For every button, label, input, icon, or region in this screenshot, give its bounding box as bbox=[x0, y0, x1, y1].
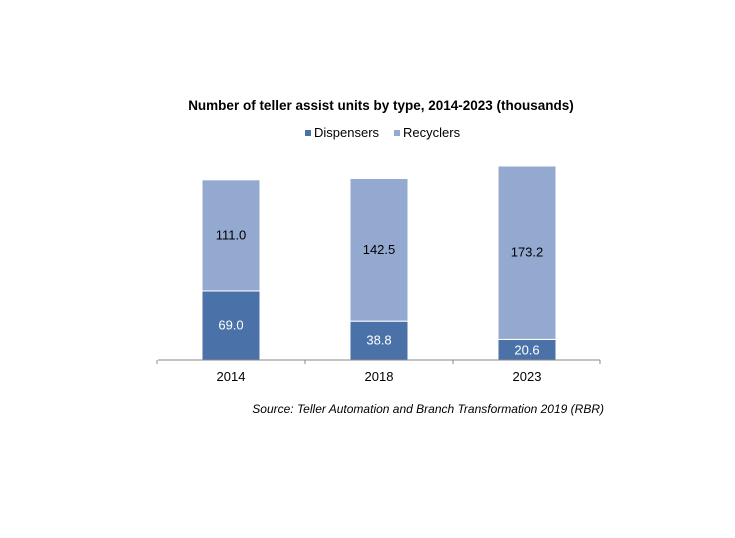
legend-swatch-recyclers bbox=[394, 130, 400, 136]
x-tick-label-2023: 2023 bbox=[513, 369, 542, 384]
legend-swatch-dispensers bbox=[305, 130, 311, 136]
x-axis-ticks: 2014 2018 2023 bbox=[156, 360, 601, 384]
bar-recyclers-2018 bbox=[349, 178, 409, 322]
data-label-dispensers-2023: 20.6 bbox=[514, 343, 539, 358]
x-tick-label-2014: 2014 bbox=[217, 369, 246, 384]
data-label-recyclers-2023: 173.2 bbox=[511, 245, 544, 260]
source-note: Source: Teller Automation and Branch Tra… bbox=[252, 402, 604, 416]
data-label-dispensers-2018: 38.8 bbox=[366, 333, 391, 348]
chart-title: Number of teller assist units by type, 2… bbox=[188, 98, 574, 113]
x-tick-label-2018: 2018 bbox=[365, 369, 394, 384]
legend-label-recyclers: Recyclers bbox=[403, 125, 461, 140]
data-label-recyclers-2014: 111.0 bbox=[216, 227, 247, 242]
bar-recyclers-2014 bbox=[201, 179, 261, 292]
data-label-dispensers-2014: 69.0 bbox=[218, 317, 243, 332]
bar-recyclers-2023 bbox=[497, 165, 557, 340]
legend-label-dispensers: Dispensers bbox=[314, 125, 380, 140]
bars-group: 69.0 111.0 38.8 142.5 20.6 173.2 bbox=[201, 165, 557, 361]
bar-dispensers-2014 bbox=[201, 290, 261, 361]
data-label-recyclers-2018: 142.5 bbox=[363, 242, 396, 257]
chart-legend: Dispensers Recyclers bbox=[305, 125, 461, 140]
